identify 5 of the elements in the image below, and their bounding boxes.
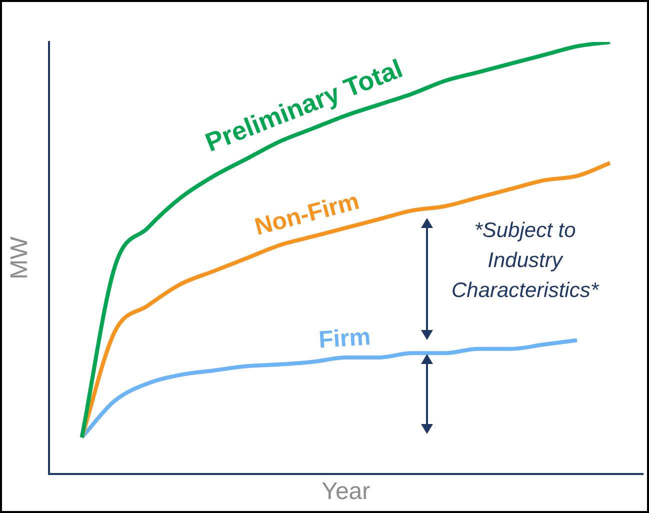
text: *Subject to Industry Characteristics* <box>451 219 599 302</box>
y-axis-title: MW <box>6 236 34 280</box>
x-axis-title: Year <box>322 478 370 506</box>
series-label: Firm <box>318 324 372 354</box>
text: Non-Firm <box>252 188 362 241</box>
